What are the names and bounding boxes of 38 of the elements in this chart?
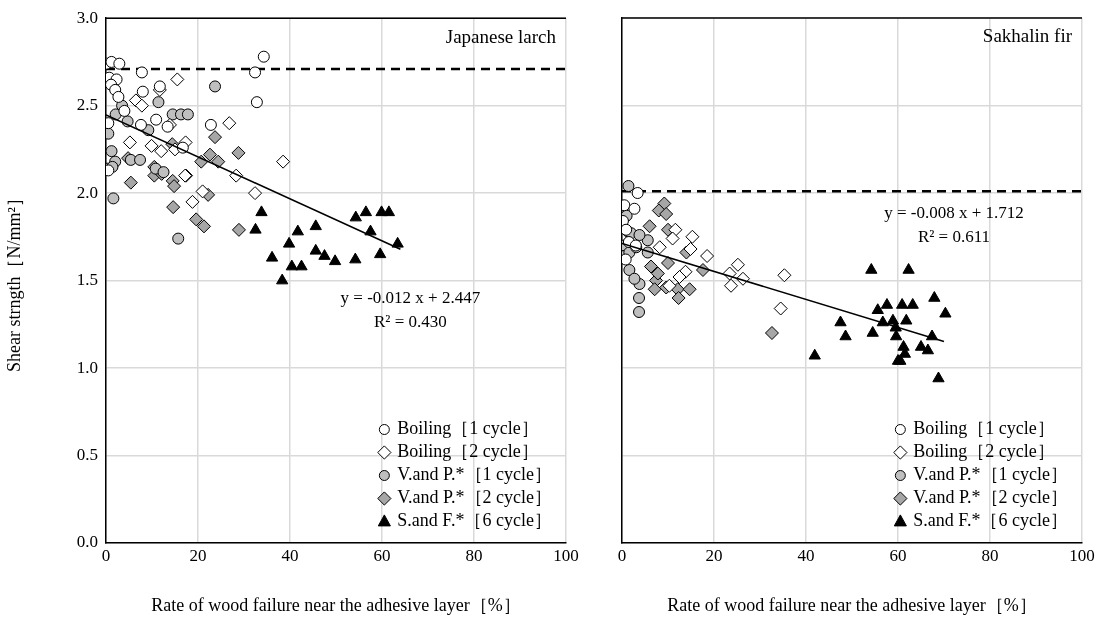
x-tick-label: 20 bbox=[189, 545, 207, 565]
x-tick-label: 20 bbox=[705, 545, 723, 565]
legend-label: Boiling［2 cycle］ bbox=[397, 441, 539, 462]
y-tick-label: 0.5 bbox=[76, 445, 98, 464]
legend-label: S.and F.*［6 cycle］ bbox=[397, 510, 552, 531]
x-tick-label: 80 bbox=[465, 545, 483, 565]
x-tick-label: 40 bbox=[797, 545, 815, 565]
chart-title: Japanese larch bbox=[445, 25, 557, 47]
annotation: y = -0.012 x + 2.447 bbox=[340, 287, 481, 307]
x-tick-label: 40 bbox=[281, 545, 299, 565]
legend-label: S.and F.*［6 cycle］ bbox=[913, 510, 1068, 531]
legend-label: Boiling［1 cycle］ bbox=[397, 418, 539, 439]
y-tick-label: 1.5 bbox=[76, 270, 98, 290]
legend-label: V.and P.*［2 cycle］ bbox=[397, 487, 552, 508]
y-tick-label: 0.0 bbox=[76, 532, 98, 552]
x-tick-label: 60 bbox=[889, 545, 907, 565]
y-tick-label: 3.0 bbox=[76, 7, 98, 27]
x-axis-title: Rate of wood failure near the adhesive layer［%］ bbox=[151, 594, 521, 615]
legend-label: Boiling［2 cycle］ bbox=[913, 441, 1055, 462]
x-tick-label: 100 bbox=[1069, 545, 1095, 565]
x-tick-label: 80 bbox=[981, 545, 999, 565]
x-tick-label: 60 bbox=[373, 545, 391, 565]
y-tick-label: 1.0 bbox=[76, 357, 98, 377]
legend-label: Boiling［1 cycle］ bbox=[913, 418, 1055, 439]
x-tick-label: 0 bbox=[617, 545, 627, 565]
x-tick-label: 100 bbox=[553, 545, 579, 565]
legend-label: V.and P.*［1 cycle］ bbox=[913, 464, 1068, 485]
annotation: R² = 0.611 bbox=[917, 226, 991, 246]
chart-title: Sakhalin fir bbox=[982, 25, 1073, 47]
legend-label: V.and P.*［2 cycle］ bbox=[913, 487, 1068, 508]
y-tick-label: 2.0 bbox=[76, 182, 98, 202]
legend-label: V.and P.*［1 cycle］ bbox=[397, 464, 552, 485]
x-axis-title: Rate of wood failure near the adhesive layer［%］ bbox=[667, 594, 1037, 615]
y-axis-title: Shear strngth［N/mm²］ bbox=[3, 189, 24, 373]
annotation: y = -0.008 x + 1.712 bbox=[884, 202, 1024, 222]
annotation: R² = 0.430 bbox=[374, 311, 447, 331]
x-tick-label: 0 bbox=[101, 545, 111, 565]
y-tick-label: 2.5 bbox=[76, 95, 98, 115]
